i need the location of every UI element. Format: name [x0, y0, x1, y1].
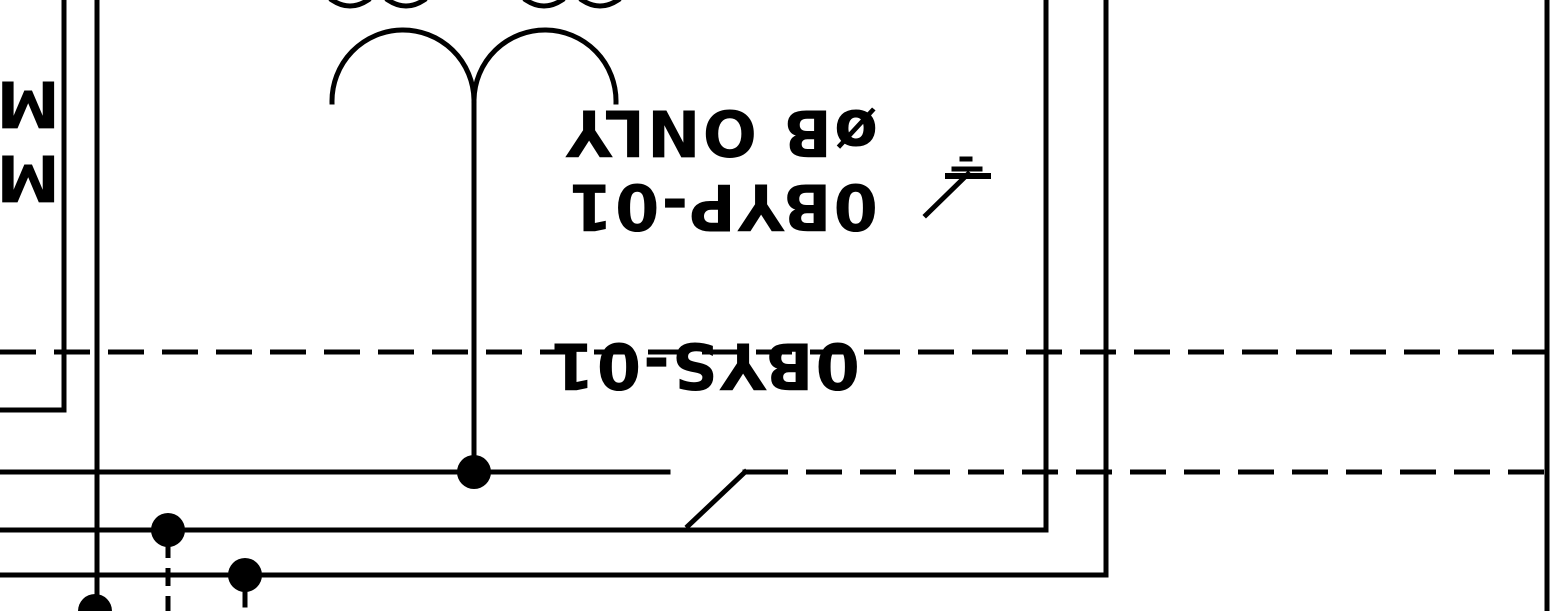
svg-text:MC: MC	[0, 66, 60, 140]
switch-blade	[684, 468, 749, 530]
edge-text-bottom: M	[0, 140, 60, 214]
edge-text-top: MC	[0, 66, 60, 140]
junction-dot-lower	[228, 558, 262, 592]
phase-note-label: øB ONLY	[564, 95, 878, 169]
panel-tag-label: 0BYP-01	[566, 169, 878, 243]
junction-dot-mid	[151, 513, 185, 547]
svg-text:M: M	[0, 140, 60, 214]
transformer-coil-icon	[329, 27, 619, 475]
ground-icon	[922, 156, 991, 219]
junction-dot-bottom	[78, 594, 112, 611]
junction-dot-coil	[457, 455, 491, 489]
cropped-top-marks	[328, 0, 622, 9]
svg-text:0BYS-01: 0BYS-01	[548, 328, 860, 402]
switch-tag-label: 0BYS-01	[548, 328, 860, 402]
svg-text:øB ONLY: øB ONLY	[564, 95, 878, 169]
svg-text:0BYP-01: 0BYP-01	[566, 169, 878, 243]
